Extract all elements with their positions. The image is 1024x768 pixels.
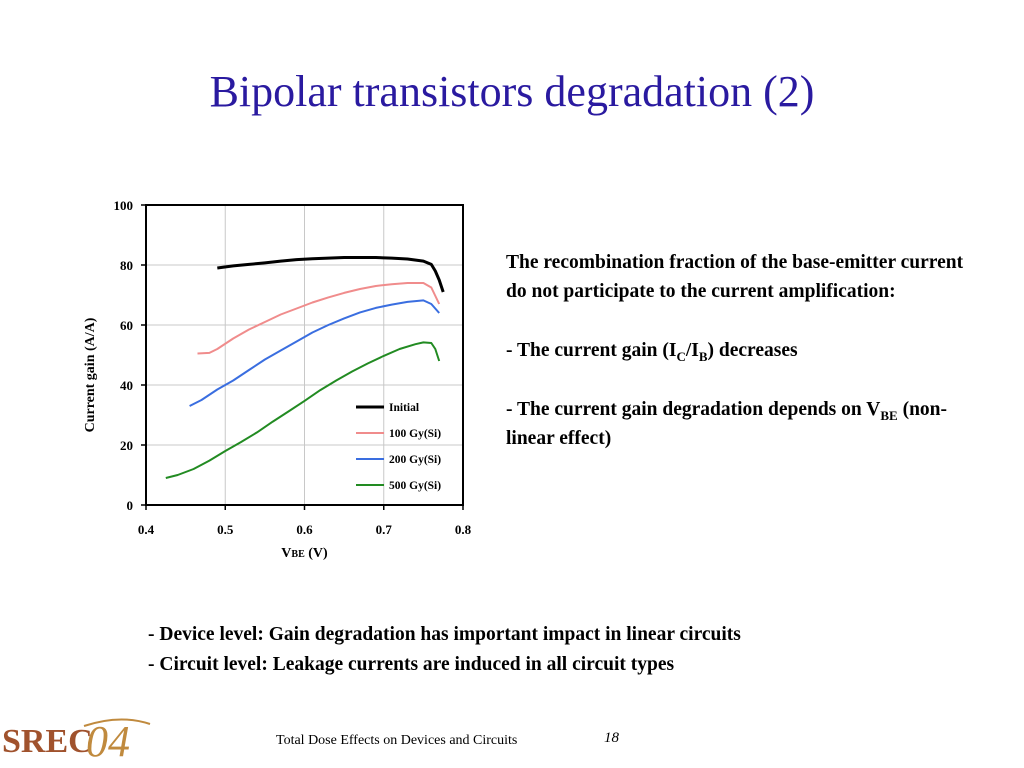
slide-title: Bipolar transistors degradation (2) <box>209 67 815 116</box>
explanation-point-2: - The current gain degradation depends o… <box>506 399 948 449</box>
y-tick-label: 80 <box>120 258 133 273</box>
srec04-logo: SREC 04 <box>2 717 151 766</box>
series-line-200-gy-si- <box>189 299 440 407</box>
x-tick-label: 0.6 <box>296 522 313 537</box>
x-tick-label: 0.4 <box>138 522 155 537</box>
x-tick-label: 0.8 <box>455 522 472 537</box>
x-axis-label: VBE (V) <box>281 546 328 561</box>
bullet-list: - Device level: Gain degradation has imp… <box>148 620 1008 680</box>
explanation-text: The recombination fraction of the base-e… <box>506 248 986 454</box>
legend-label: Initial <box>389 402 419 414</box>
y-tick-label: 60 <box>120 318 133 333</box>
svg-text:SREC: SREC <box>2 723 93 760</box>
bullet-device-level: - Device level: Gain degradation has imp… <box>148 624 741 645</box>
bullet-circuit-level: - Circuit level: Leakage currents are in… <box>148 654 675 675</box>
page-number: 18 <box>604 730 619 746</box>
series-line-500-gy-si- <box>165 341 441 479</box>
explanation-point-1: - The current gain (IC/IB) decreases <box>506 340 798 364</box>
x-tick-label: 0.7 <box>376 522 393 537</box>
series-line-initial <box>217 256 445 293</box>
legend-label: 500 Gy(Si) <box>389 480 441 492</box>
footer-text: Total Dose Effects on Devices and Circui… <box>276 733 518 748</box>
legend-label: 100 Gy(Si) <box>389 428 441 440</box>
y-tick-label: 0 <box>127 498 134 513</box>
explanation-intro: The recombination fraction of the base-e… <box>506 252 964 302</box>
series-line-100-gy-si- <box>197 282 441 355</box>
x-tick-label: 0.5 <box>217 522 234 537</box>
y-tick-label: 40 <box>120 378 133 393</box>
y-tick-label: 20 <box>120 438 133 453</box>
svg-text:04: 04 <box>86 717 130 766</box>
y-tick-label: 100 <box>114 198 134 213</box>
legend-label: 200 Gy(Si) <box>389 454 441 466</box>
y-axis-label: Current gain (A/A) <box>83 317 98 432</box>
